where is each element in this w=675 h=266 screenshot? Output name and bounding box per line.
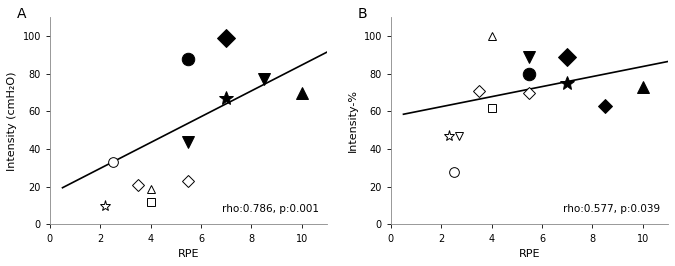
Text: A: A (17, 7, 26, 21)
Text: B: B (358, 7, 367, 21)
Text: rho:0.577, p:0.039: rho:0.577, p:0.039 (563, 204, 659, 214)
Text: rho:0.786, p:0.001: rho:0.786, p:0.001 (222, 204, 319, 214)
Y-axis label: Intensity-%: Intensity-% (348, 89, 358, 152)
X-axis label: RPE: RPE (178, 249, 199, 259)
Y-axis label: Intensity (cmH₂O): Intensity (cmH₂O) (7, 71, 17, 171)
X-axis label: RPE: RPE (518, 249, 540, 259)
